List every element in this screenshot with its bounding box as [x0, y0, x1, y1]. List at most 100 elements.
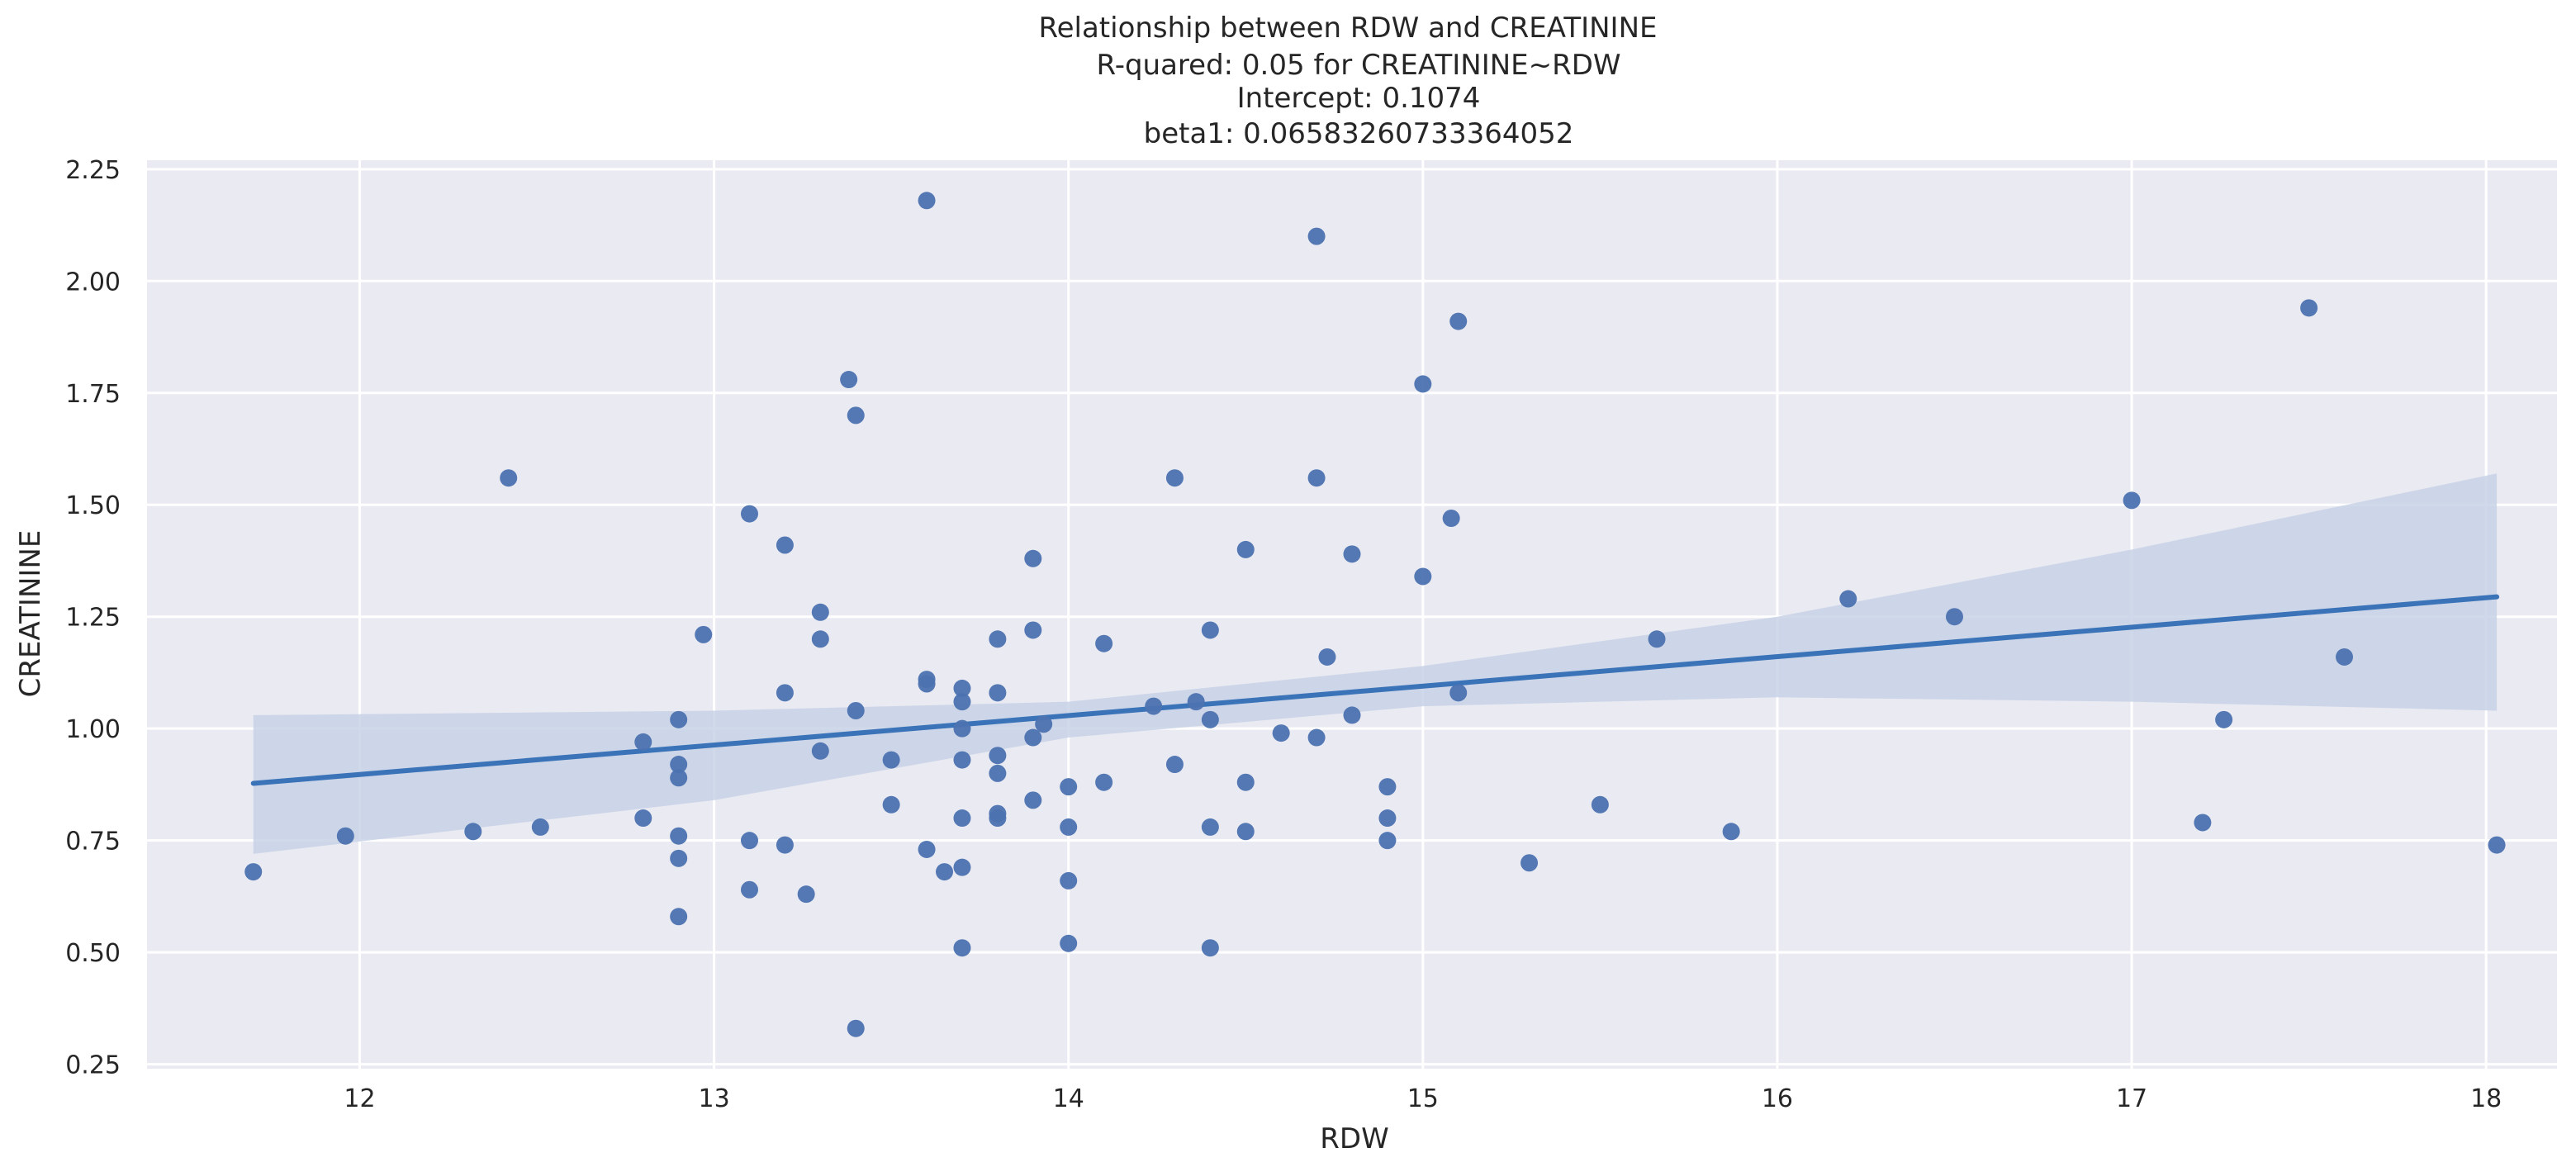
data-point [1839, 590, 1857, 608]
data-point [2123, 491, 2141, 510]
y-tick-label: 0.25 [65, 1051, 121, 1080]
data-point [1414, 567, 1432, 586]
data-point [741, 505, 758, 523]
y-axis-label: CREATININE [14, 530, 47, 698]
data-point [1442, 509, 1460, 527]
data-point [531, 818, 549, 836]
data-point [1318, 648, 1336, 666]
data-point [670, 769, 688, 787]
data-point [936, 863, 954, 881]
data-point [336, 827, 354, 845]
x-tick-label: 18 [2470, 1084, 2502, 1113]
data-point [847, 702, 865, 720]
data-point [2300, 299, 2318, 317]
data-point [1378, 809, 1397, 828]
data-point [811, 742, 829, 760]
data-point [882, 795, 900, 814]
y-tick-label: 1.25 [65, 604, 121, 633]
data-point [634, 733, 652, 751]
data-point [989, 630, 1007, 648]
data-point [1378, 832, 1397, 850]
data-point [1060, 934, 1078, 952]
data-point [840, 371, 858, 389]
data-point [670, 756, 688, 774]
data-point [918, 675, 936, 693]
data-point [1307, 227, 1326, 245]
data-point [1201, 621, 1219, 639]
data-point [2488, 836, 2506, 854]
data-point [1414, 375, 1432, 393]
data-point [953, 809, 971, 828]
x-tick-labels: 12 13 14 15 16 17 18 [344, 1084, 2502, 1113]
data-point [989, 809, 1007, 828]
data-point [953, 858, 971, 876]
data-point [500, 469, 518, 487]
data-point [1024, 621, 1042, 639]
title-line-3: Intercept: 0.1074 [1237, 82, 1481, 115]
data-point [1591, 795, 1609, 814]
data-point [695, 625, 713, 643]
data-point [2215, 710, 2233, 728]
data-point [464, 823, 482, 841]
data-point [1024, 791, 1042, 809]
data-point [670, 908, 688, 926]
data-point [1272, 724, 1290, 742]
data-point [1236, 823, 1255, 841]
data-point [989, 747, 1007, 765]
data-point [953, 939, 971, 957]
confidence-band [253, 473, 2498, 854]
data-point [1648, 630, 1666, 648]
y-tick-label: 0.75 [65, 828, 121, 856]
regression-line-group [250, 594, 2500, 786]
y-tick-label: 1.00 [65, 715, 121, 744]
data-point [953, 693, 971, 711]
data-point [1060, 778, 1078, 796]
data-point [2194, 814, 2212, 832]
data-point [882, 751, 900, 769]
y-tick-label: 1.50 [65, 491, 121, 520]
data-point [989, 684, 1007, 702]
chart-title: Relationship between RDW and CREATININE … [1039, 12, 1658, 150]
data-point [1035, 715, 1053, 733]
grid-lines [147, 160, 2557, 1069]
x-tick-label: 17 [2116, 1084, 2147, 1113]
data-point [811, 630, 829, 648]
data-point [1449, 312, 1468, 330]
title-line-2: R-quared: 0.05 for CREATININE~RDW [1096, 49, 1620, 82]
data-point [953, 751, 971, 769]
data-point [953, 719, 971, 738]
x-tick-label: 13 [698, 1084, 729, 1113]
data-point [1060, 818, 1078, 836]
data-point [776, 536, 794, 554]
data-point [918, 840, 936, 858]
data-point [1060, 871, 1078, 889]
data-point [1343, 706, 1361, 724]
data-point [1307, 728, 1326, 747]
data-point [1236, 540, 1255, 558]
x-tick-label: 15 [1407, 1084, 1439, 1113]
title-line-1: Relationship between RDW and CREATININE [1039, 12, 1658, 45]
data-point [1145, 697, 1163, 715]
data-point [847, 406, 865, 425]
data-point [670, 710, 688, 728]
data-point [776, 836, 794, 854]
y-tick-label: 2.00 [65, 268, 121, 296]
data-point [1201, 710, 1219, 728]
data-point [1946, 608, 1963, 626]
data-point [1722, 823, 1740, 841]
data-point [670, 849, 688, 867]
data-point [797, 885, 815, 904]
data-point [1187, 693, 1205, 711]
data-points [244, 192, 2506, 1037]
data-point [989, 764, 1007, 782]
regression-line [250, 594, 2500, 786]
data-point [244, 863, 263, 881]
data-point [1378, 778, 1397, 796]
data-point [1095, 634, 1113, 652]
data-point [1520, 854, 1539, 872]
data-point [847, 1019, 865, 1037]
data-point [1095, 773, 1113, 791]
data-point [1201, 939, 1219, 957]
data-point [1307, 469, 1326, 487]
